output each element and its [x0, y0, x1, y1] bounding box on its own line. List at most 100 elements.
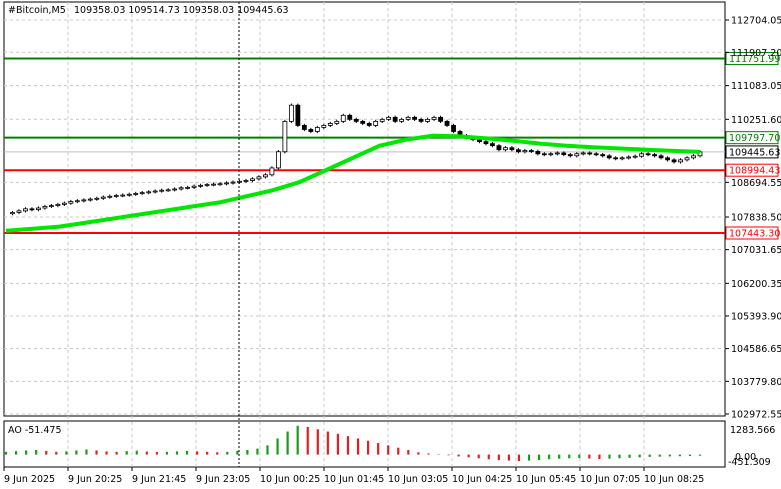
- level-price-label: 109797.70: [729, 133, 780, 144]
- candle-body: [418, 118, 424, 122]
- candle-body: [133, 193, 139, 195]
- candle-body: [178, 187, 184, 190]
- candle-body: [593, 153, 599, 156]
- candle-body: [528, 150, 534, 152]
- candle-body: [587, 152, 593, 155]
- candle-body: [334, 120, 340, 124]
- level-tag: [725, 52, 779, 66]
- candle-body: [535, 150, 541, 155]
- candle-body: [399, 118, 405, 122]
- time-tick-label: 10 Jun 00:25: [260, 474, 320, 485]
- candle-body: [658, 155, 664, 159]
- candle-body: [204, 184, 210, 186]
- candle-body: [107, 195, 113, 198]
- candle-body: [61, 202, 67, 205]
- candle-body: [697, 151, 703, 157]
- candle-body: [645, 153, 651, 156]
- moving-average-line: [5, 133, 701, 233]
- candle-body: [541, 153, 547, 156]
- candle-body: [691, 155, 696, 159]
- candle-body: [554, 152, 560, 155]
- candle-body: [288, 104, 294, 122]
- candle-body: [263, 174, 268, 178]
- price-tick-label: 111083.05: [731, 81, 781, 92]
- price-levels: 111751.99 109797.70 109445.63 108994.43 1074…: [4, 52, 780, 240]
- time-tick-label: 10 Jun 03:05: [388, 474, 448, 485]
- candle-body: [451, 125, 456, 132]
- candle-body: [373, 120, 379, 126]
- level-tag: [725, 163, 779, 177]
- candle-body: [269, 167, 275, 176]
- candle-body: [81, 199, 87, 202]
- level-tag: [725, 226, 779, 240]
- candle-body: [100, 196, 106, 199]
- candle-body: [10, 212, 15, 215]
- ao-scale-bottom: -451.309: [728, 457, 771, 468]
- candle-body: [308, 129, 314, 132]
- price-tick-label: 104586.65: [731, 344, 781, 355]
- candle-body: [496, 145, 502, 151]
- candle-body: [68, 201, 74, 204]
- candle-body: [16, 210, 22, 213]
- candle-body: [548, 153, 554, 156]
- time-tick-label: 10 Jun 05:45: [516, 474, 576, 485]
- level-price-label: 109445.63: [729, 147, 780, 158]
- candle-body: [314, 127, 320, 132]
- main-plot-frame: [3, 1, 726, 417]
- time-tick-label: 9 Jun 2025: [4, 474, 55, 485]
- level-price-label: 108994.43: [729, 166, 780, 177]
- level-price-label: 111751.99: [729, 54, 780, 65]
- candle-body: [120, 194, 126, 197]
- price-tick-label: 111907.20: [731, 48, 781, 59]
- candle-body: [282, 120, 288, 153]
- candle-body: [224, 182, 229, 185]
- candle-body: [152, 190, 158, 193]
- time-axis: 9 Jun 2025 9 Jun 20:25 9 Jun 21:45 9 Jun 23…: [3, 467, 704, 485]
- price-tick-label: 102972.55: [731, 410, 781, 421]
- candle-body: [574, 153, 580, 157]
- candle-body: [126, 193, 132, 196]
- time-tick-label: 10 Jun 07:05: [580, 474, 640, 485]
- candle-body: [139, 192, 145, 195]
- candle-body: [146, 191, 152, 194]
- time-tick-label: 9 Jun 20:25: [68, 474, 122, 485]
- candle-body: [671, 159, 677, 163]
- ao-histogram: [4, 425, 702, 462]
- level-tag: [725, 145, 779, 159]
- candle-body: [490, 143, 495, 147]
- candle-body: [360, 120, 366, 124]
- candle-body: [276, 151, 281, 169]
- candles: [10, 103, 703, 216]
- price-tick-label: 110251.60: [731, 115, 781, 126]
- candle-body: [567, 154, 573, 157]
- candle-body: [211, 183, 216, 186]
- candle-body: [425, 118, 430, 122]
- candle-body: [113, 195, 119, 197]
- candle-body: [23, 208, 28, 212]
- candle-body: [340, 114, 346, 122]
- candle-body: [295, 104, 301, 126]
- candle-body: [665, 157, 670, 161]
- price-tick-label: 108694.55: [731, 178, 781, 189]
- candle-body: [185, 186, 191, 189]
- ao-plot-frame: [3, 420, 726, 468]
- candle-body: [87, 198, 93, 201]
- candle-body: [29, 208, 35, 211]
- candle-body: [327, 123, 333, 126]
- candle-body: [165, 189, 171, 192]
- candle-body: [438, 116, 443, 122]
- candle-body: [230, 181, 236, 184]
- candle-body: [49, 205, 54, 207]
- candle-body: [256, 176, 262, 180]
- candle-body: [515, 149, 521, 153]
- price-tick-label: 103779.80: [731, 377, 781, 388]
- price-tick-label: 106200.35: [731, 279, 781, 290]
- candle-body: [652, 154, 657, 157]
- candle-body: [36, 207, 41, 211]
- candle-body: [379, 118, 385, 122]
- candle-body: [353, 118, 359, 122]
- candle-body: [198, 184, 203, 187]
- candle-body: [580, 152, 586, 155]
- ao-scale-top: 1283.566: [730, 425, 775, 436]
